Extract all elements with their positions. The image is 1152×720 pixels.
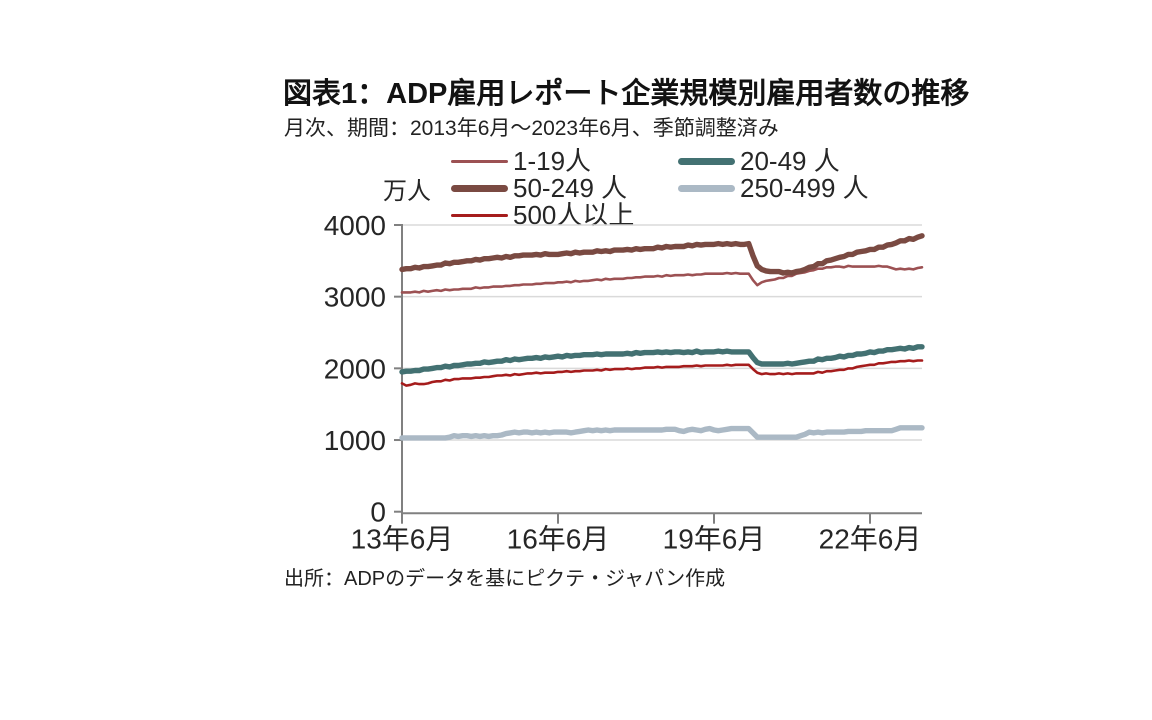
legend-swatch-icon <box>451 159 508 164</box>
legend-item: 50-249 人 <box>451 175 678 202</box>
y-axis-unit-label: 万人 <box>383 178 431 205</box>
x-tick-label: 16年6月 <box>507 524 610 555</box>
y-tick-label: 4000 <box>324 210 386 241</box>
source-note: 出所：ADPのデータを基にピクテ・ジャパン作成 <box>284 568 726 590</box>
y-tick-label: 3000 <box>324 282 386 313</box>
legend-swatch-icon <box>451 185 508 192</box>
legend-swatch-icon <box>678 158 735 165</box>
legend-swatch-icon <box>451 213 508 218</box>
series-line-20-49人 <box>399 344 925 375</box>
legend-item: 1-19人 <box>451 148 678 175</box>
y-tick-label: 0 <box>370 497 386 528</box>
chart-subtitle: 月次、期間：2013年6月～2023年6月、季節調整済み <box>284 117 779 140</box>
legend-item: 20-49 人 <box>678 148 918 175</box>
series-line-50-249人 <box>399 233 925 276</box>
series-line-1-19人 <box>400 264 924 294</box>
series-line-500人以上 <box>400 359 924 387</box>
series-line-250-499人 <box>399 425 925 441</box>
legend-item: 500人以上 <box>451 202 678 229</box>
y-tick-label: 2000 <box>324 353 386 384</box>
legend-label: 20-49 人 <box>740 146 840 176</box>
x-tick-label: 13年6月 <box>351 524 454 555</box>
y-tick-label: 1000 <box>324 425 386 456</box>
legend: 1-19人 20-49 人 50-249 人 250-499 人 500人以上 <box>451 148 918 229</box>
x-tick-label: 22年6月 <box>819 524 922 555</box>
legend-label: 500人以上 <box>513 200 635 230</box>
legend-item: 250-499 人 <box>678 175 918 202</box>
legend-label: 250-499 人 <box>740 173 869 203</box>
legend-swatch-icon <box>678 185 735 192</box>
x-tick-label: 19年6月 <box>663 524 766 555</box>
legend-label: 1-19人 <box>513 146 592 176</box>
legend-label: 50-249 人 <box>513 173 628 203</box>
chart-title: 図表1：ADP雇用レポート企業規模別雇用者数の推移 <box>283 78 970 110</box>
